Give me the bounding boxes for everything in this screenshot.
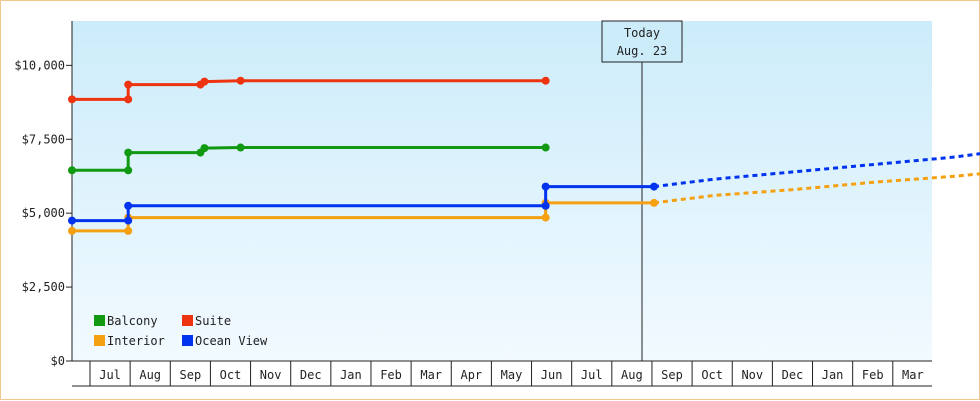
legend-swatch [94,335,105,346]
series-line [72,185,655,223]
month-label: Sep [661,368,683,382]
month-label: Feb [862,368,884,382]
series-point [124,216,133,225]
month-label: Mar [420,368,442,382]
month-label: Feb [380,368,402,382]
month-label: Nov [260,368,282,382]
y-tick-label: $10,000 [14,58,65,72]
series-point [68,95,76,104]
series-point [68,216,76,225]
legend-label: Suite [195,314,231,328]
plot-area [72,21,932,361]
series-point [124,201,133,210]
series-point [124,166,133,175]
legend-label: Balcony [107,314,158,328]
series-point [541,143,550,152]
month-label: Aug [139,368,161,382]
today-box [601,20,683,63]
legend-label: Interior [107,334,165,348]
month-label: Oct [220,368,242,382]
series-point [541,182,550,191]
today-date: Aug. 23 [617,44,668,58]
y-axis: $0 $2,500 $5,000 $7,500 $10,000 [14,21,73,368]
month-label: Nov [741,368,763,382]
month-label: Aug [621,368,643,382]
series-point [236,76,245,85]
today-marker: Today Aug. 23 [601,20,683,361]
legend: Balcony Suite Interior Ocean View [94,314,268,348]
month-label: Oct [701,368,723,382]
series-line [72,201,655,233]
legend-swatch [94,315,105,326]
series-point [200,144,209,153]
series-point [541,213,550,222]
month-label: Jan [340,368,362,382]
month-label: Sep [180,368,202,382]
series-forecast-line [653,152,980,189]
month-label: Jan [822,368,844,382]
series-point [650,198,659,207]
x-axis: Jul Aug Sep Oct Nov Dec Jan Feb Mar Apr May Jun Jul A… [72,360,932,387]
month-label: Dec [782,368,804,382]
month-label: Dec [300,368,322,382]
series-layer [68,76,980,235]
today-label: Today [624,26,660,40]
series-point [68,166,76,175]
series-point [200,77,209,86]
series-point [236,143,245,152]
series-point [124,148,133,157]
legend-swatch [182,315,193,326]
legend-swatch [182,335,193,346]
month-label: May [501,368,523,382]
month-label: Apr [460,368,482,382]
series-point [124,226,133,235]
series-point [541,76,550,85]
month-label: Jun [541,368,563,382]
series-point [124,95,133,104]
legend-label: Ocean View [195,334,268,348]
month-label: Mar [902,368,924,382]
series-point [650,182,659,191]
y-tick-label: $7,500 [22,132,65,146]
y-tick-label: $5,000 [22,206,65,220]
month-label: Jul [99,368,121,382]
y-tick-label: $2,500 [22,280,65,294]
series-point [124,80,133,89]
month-label: Jul [581,368,603,382]
series-forecast-line [653,172,980,205]
series-point [68,226,76,235]
series-point [541,201,550,210]
y-tick-label: $0 [51,354,65,368]
